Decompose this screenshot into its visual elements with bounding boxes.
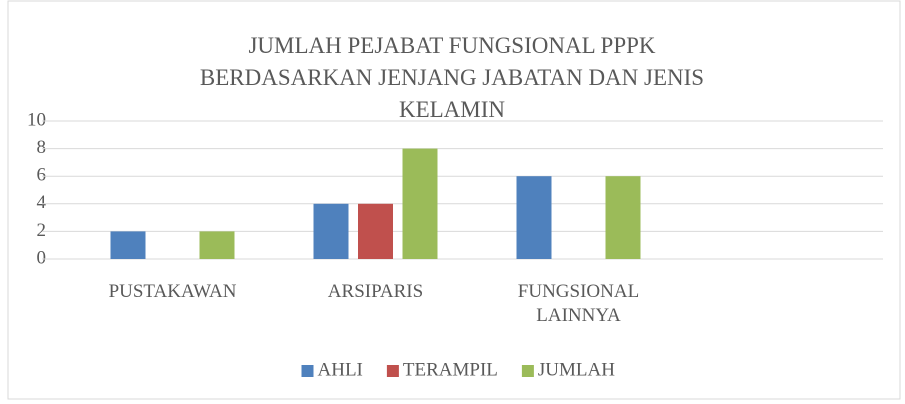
bar bbox=[199, 231, 235, 259]
y-tick-label: 4 bbox=[37, 192, 47, 213]
x-tick-label: PUSTAKAWAN bbox=[108, 281, 237, 302]
legend-label: JUMLAH bbox=[538, 359, 615, 380]
bar bbox=[358, 203, 393, 259]
legend-swatch bbox=[301, 365, 314, 377]
y-tick-label: 0 bbox=[37, 247, 47, 268]
y-tick-label: 2 bbox=[37, 220, 47, 241]
x-tick-label: ARSIPARIS bbox=[327, 281, 424, 302]
y-tick-label: 8 bbox=[37, 137, 47, 158]
legend-swatch bbox=[386, 365, 399, 377]
y-tick-label: 6 bbox=[37, 165, 47, 186]
y-tick-label: 10 bbox=[27, 109, 46, 130]
legend-swatch bbox=[521, 365, 534, 377]
chart-title: JUMLAH PEJABAT FUNGSIONAL PPPK BERDASARK… bbox=[199, 33, 705, 122]
bar bbox=[110, 231, 146, 259]
legend-label: TERAMPIL bbox=[403, 359, 498, 380]
bar bbox=[402, 148, 438, 259]
bar bbox=[605, 176, 641, 259]
bar bbox=[313, 203, 349, 259]
bar bbox=[516, 176, 552, 259]
x-tick-label: FUNGSIONAL LAINNYA bbox=[517, 281, 640, 326]
chart-border bbox=[7, 0, 901, 400]
legend-label: AHLI bbox=[318, 359, 363, 380]
